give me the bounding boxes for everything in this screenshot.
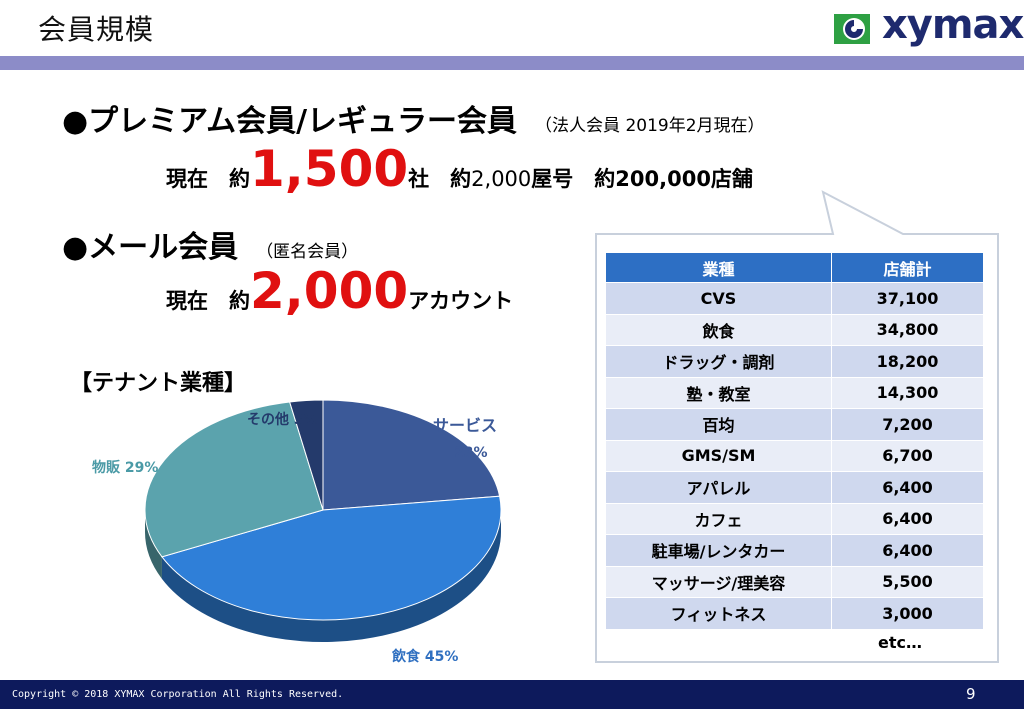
table-header-row: 業種 店舗計 <box>605 252 984 283</box>
pie-slice <box>288 400 324 511</box>
cell-store-count: 18,200 <box>831 345 984 378</box>
tenant-heading: 【テナント業種】 <box>70 371 247 396</box>
store-count-table: 業種 店舗計 CVS 37,100 飲食 34,800 ドラッグ・調剤 18,200 塾・教… <box>605 252 984 630</box>
cell-category: 駐車場/レンタカー <box>605 534 832 567</box>
company-logo: xymax <box>832 2 1024 50</box>
cell-category: マッサージ/理美容 <box>605 565 832 598</box>
table-row: マッサージ/理美容 5,500 <box>605 565 984 598</box>
table-row: GMS/SM 6,700 <box>605 439 984 472</box>
copyright: Copyright © 2018 XYMAX Corporation All R… <box>12 689 344 700</box>
cell-category: GMS/SM <box>605 439 832 472</box>
pie-slice <box>144 401 324 558</box>
table-row: アパレル 6,400 <box>605 471 984 504</box>
table-row: 塾・教室 14,300 <box>605 376 984 409</box>
pie-slice-side <box>161 510 501 642</box>
table-row: フィットネス 3,000 <box>605 597 984 630</box>
cell-category: カフェ <box>605 502 832 535</box>
pie-label-other: その他 3% <box>247 409 318 429</box>
premium-stats: 現在 約1,500社 約2,000屋号 約200,000店舗 <box>166 140 753 198</box>
cell-store-count: 6,400 <box>831 502 984 535</box>
table-row: 飲食 34,800 <box>605 313 984 346</box>
mail-note: （匿名会員） <box>256 242 359 262</box>
companies-unit: 社 <box>408 167 430 191</box>
cell-store-count: 6,700 <box>831 439 984 472</box>
mail-unit: アカウント <box>408 289 514 313</box>
table-etc: etc… <box>878 633 922 652</box>
mail-prefix: 現在 約 <box>166 289 250 313</box>
cell-store-count: 5,500 <box>831 565 984 598</box>
header-category: 業種 <box>605 252 832 283</box>
buildings-prefix: 約 <box>450 167 472 191</box>
table-row: CVS 37,100 <box>605 282 984 315</box>
pie-label-retail-value: 29% <box>124 460 159 476</box>
stores-text: 約200,000店舗 <box>594 167 753 191</box>
pie-label-service-value: 23% <box>454 445 488 461</box>
pie-label-other-name: その他 <box>247 412 289 428</box>
pie-label-food-name: 飲食 <box>392 649 420 665</box>
cell-category: CVS <box>605 282 832 315</box>
logo-text: xymax <box>882 2 1024 48</box>
title-divider <box>0 56 1024 70</box>
logo-mark-icon <box>834 14 870 44</box>
buildings-value: 2,000 <box>471 167 532 191</box>
cell-store-count: 3,000 <box>831 597 984 630</box>
pie-label-retail-name: 物販 <box>92 460 120 476</box>
cell-store-count: 6,400 <box>831 471 984 504</box>
cell-store-count: 14,300 <box>831 376 984 409</box>
pie-label-retail: 物販 29% <box>92 457 158 477</box>
companies-value: 1,500 <box>250 140 409 198</box>
footer-bar <box>0 680 1024 709</box>
pie-label-service: サービス <box>433 412 497 436</box>
premium-note: （法人会員 2019年2月現在） <box>535 116 765 136</box>
mail-value: 2,000 <box>250 262 409 320</box>
page-number: 9 <box>966 685 976 703</box>
cell-category: 塾・教室 <box>605 376 832 409</box>
table-row: カフェ 6,400 <box>605 502 984 535</box>
pie-label-other-value: 3% <box>293 412 318 428</box>
page-title: 会員規模 <box>38 13 155 46</box>
cell-category: ドラッグ・調剤 <box>605 345 832 378</box>
mail-heading: ●メール会員 （匿名会員） <box>62 222 358 266</box>
premium-prefix: 現在 約 <box>166 167 250 191</box>
cell-store-count: 34,800 <box>831 313 984 346</box>
cell-store-count: 7,200 <box>831 408 984 441</box>
mail-heading-text: ●メール会員 <box>62 230 239 265</box>
buildings-unit: 屋号 <box>531 167 574 191</box>
cell-category: アパレル <box>605 471 832 504</box>
premium-heading: ●プレミアム会員/レギュラー会員 （法人会員 2019年2月現在） <box>62 96 765 140</box>
cell-store-count: 37,100 <box>831 282 984 315</box>
pie-label-food-value: 45% <box>424 649 459 665</box>
pie-slice <box>322 400 501 511</box>
mail-stats: 現在 約2,000アカウント <box>166 262 513 320</box>
cell-category: フィットネス <box>605 597 832 630</box>
cell-category: 百均 <box>605 408 832 441</box>
cell-category: 飲食 <box>605 313 832 346</box>
premium-heading-text: ●プレミアム会員/レギュラー会員 <box>62 104 518 139</box>
pie-slice <box>161 495 502 621</box>
tenant-pie-chart <box>144 400 502 642</box>
table-row: 駐車場/レンタカー 6,400 <box>605 534 984 567</box>
pie-label-food: 飲食 45% <box>392 646 458 666</box>
header-store-total: 店舗計 <box>831 252 984 283</box>
table-row: ドラッグ・調剤 18,200 <box>605 345 984 378</box>
cell-store-count: 6,400 <box>831 534 984 567</box>
pie-label-service-name: サービス <box>433 416 498 435</box>
table-row: 百均 7,200 <box>605 408 984 441</box>
